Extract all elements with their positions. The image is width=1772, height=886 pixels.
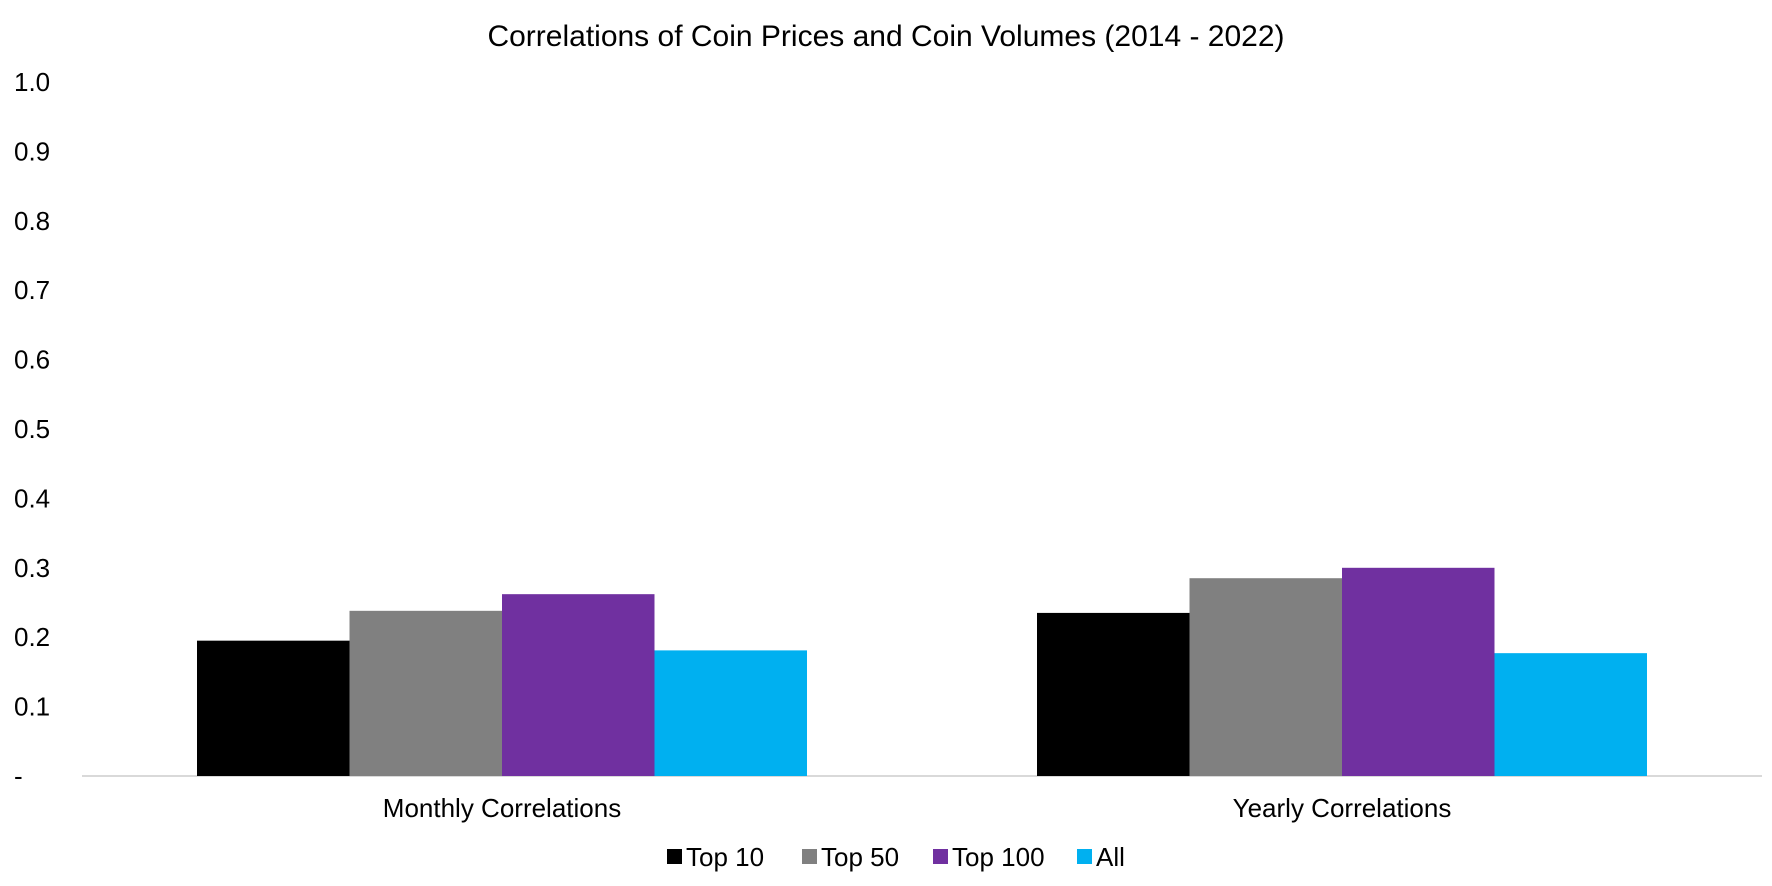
bar-all-yearly-correlations [1494, 653, 1647, 776]
y-tick-label: 0.8 [14, 206, 50, 236]
y-tick-label: 1.0 [14, 67, 50, 97]
bar-top-10-monthly-correlations [197, 640, 350, 776]
x-category-label: Monthly Correlations [383, 793, 621, 823]
bar-top-100-monthly-correlations [502, 594, 655, 776]
y-tick-label: 0.2 [14, 622, 50, 652]
legend-swatch-top-100 [933, 849, 948, 864]
legend-label: Top 10 [686, 842, 764, 872]
bar-top-10-yearly-correlations [1037, 612, 1190, 776]
legend-swatch-top-10 [667, 849, 682, 864]
legend-label: Top 50 [821, 842, 899, 872]
bars [197, 567, 1647, 776]
bar-top-50-yearly-correlations [1189, 578, 1342, 776]
legend: Top 10 Top 50 Top 100 All [667, 842, 1125, 872]
bar-top-50-monthly-correlations [349, 610, 502, 776]
y-tick-label: 0.9 [14, 136, 50, 166]
legend-label: Top 100 [952, 842, 1045, 872]
bar-all-monthly-correlations [654, 650, 807, 776]
y-tick-label: 0.4 [14, 483, 50, 513]
legend-swatch-top-50 [802, 849, 817, 864]
y-tick-label: 0.3 [14, 553, 50, 583]
legend-swatch-all [1077, 849, 1092, 864]
x-axis-category-labels: Monthly Correlations Yearly Correlations [383, 793, 1452, 823]
y-tick-label: 0.1 [14, 692, 50, 722]
y-tick-label: 0.6 [14, 345, 50, 375]
bar-top-100-yearly-correlations [1342, 567, 1495, 776]
x-category-label: Yearly Correlations [1233, 793, 1452, 823]
y-axis-ticks: - 0.1 0.2 0.3 0.4 0.5 0.6 0.7 0.8 0.9 1.0 [14, 67, 50, 791]
chart-title: Correlations of Coin Prices and Coin Vol… [487, 20, 1284, 53]
y-tick-label: - [14, 761, 23, 791]
legend-label: All [1096, 842, 1125, 872]
y-tick-label: 0.7 [14, 275, 50, 305]
y-tick-label: 0.5 [14, 414, 50, 444]
